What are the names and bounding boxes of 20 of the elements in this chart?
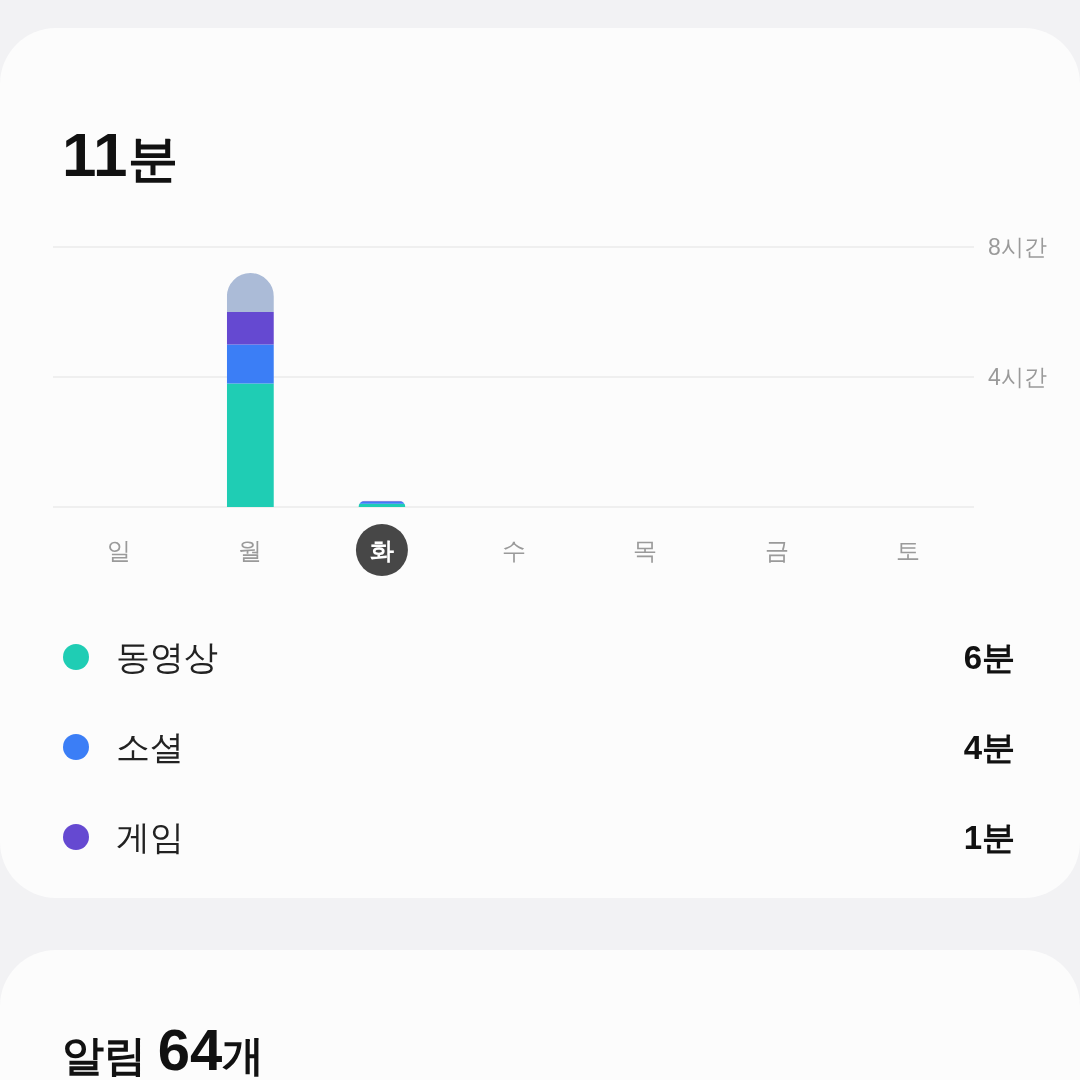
legend-label: 게임 [116, 818, 184, 856]
x-tick-label: 목 [633, 536, 658, 564]
x-tick-label: 금 [764, 536, 789, 564]
x-tick-label: 월 [238, 536, 263, 564]
text: 4분 [963, 728, 1015, 766]
text: 1분 [963, 818, 1015, 856]
y-tick-label: 4시간 [988, 364, 1047, 390]
text: 6분 [963, 638, 1015, 676]
x-tick-label: 수 [501, 536, 526, 564]
chart-title: 11분 [62, 120, 178, 189]
y-tick-label: 8시간 [988, 234, 1047, 260]
x-tick-label: 일 [106, 536, 131, 564]
bar [226, 383, 274, 507]
bar [226, 312, 274, 345]
x-tick-label: 화 [369, 536, 394, 564]
text: 알림 64개 [62, 1017, 265, 1080]
x-tick-label: 토 [896, 536, 921, 564]
legend-label: 소셜 [116, 728, 184, 766]
legend-label: 동영상 [116, 638, 218, 676]
bar [226, 344, 274, 384]
